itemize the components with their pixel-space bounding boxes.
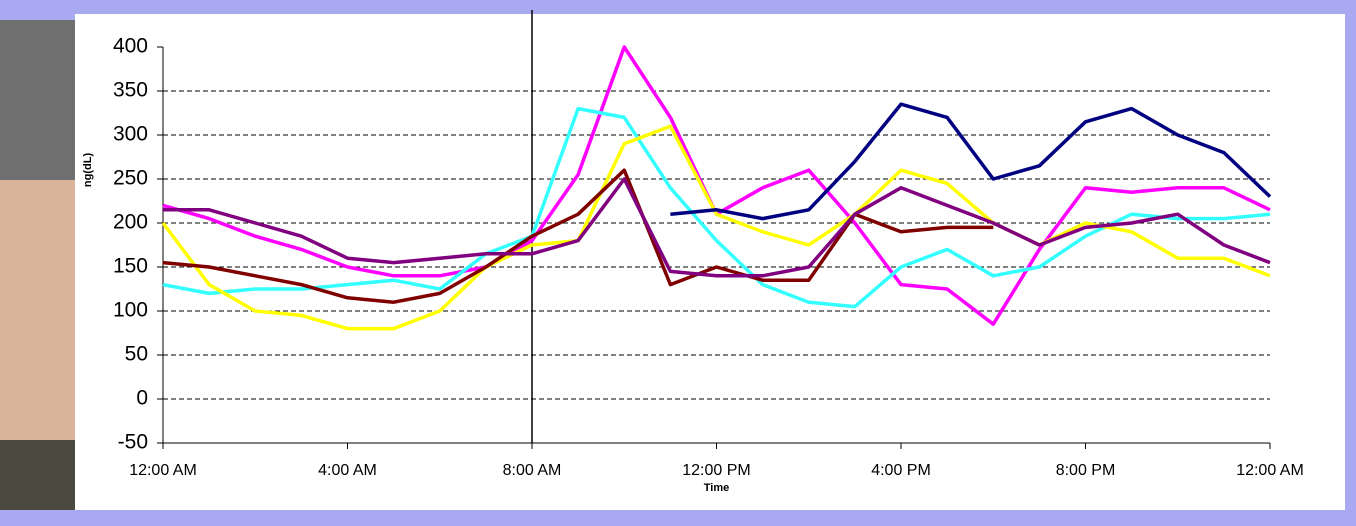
x-tick-label: 12:00 PM [682,462,750,479]
slide-panel [75,14,1345,510]
y-tick-label: 250 [113,167,148,190]
slide: -50 0 50 100 150 200 250 300 350 400 12:00 AM 4:00 … [0,0,1356,526]
y-tick-label: 400 [113,35,148,58]
x-tick-label: 12:00 AM [1236,462,1304,479]
page: {"chart_data": {"type": "line", "x_label… [0,0,1356,526]
x-tick-label: 8:00 AM [503,462,562,479]
photo-top [0,20,75,180]
x-axis-label: Time [704,482,729,494]
y-axis-label: ng(dL) [82,153,94,188]
y-tick-label: 300 [113,123,148,146]
photo-bottom [0,440,75,510]
y-tick-label: 350 [113,79,148,102]
y-tick-label: 150 [113,255,148,278]
x-tick-label: 4:00 AM [318,462,377,479]
y-tick-label: 50 [125,343,148,366]
y-tick-label: -50 [118,431,148,454]
x-tick-label: 4:00 PM [871,462,931,479]
y-tick-label: 200 [113,211,148,234]
y-tick-label: 100 [113,299,148,322]
x-tick-label: 12:00 AM [129,462,197,479]
y-tick-label: 0 [136,387,148,410]
x-tick-label: 8:00 PM [1056,462,1116,479]
